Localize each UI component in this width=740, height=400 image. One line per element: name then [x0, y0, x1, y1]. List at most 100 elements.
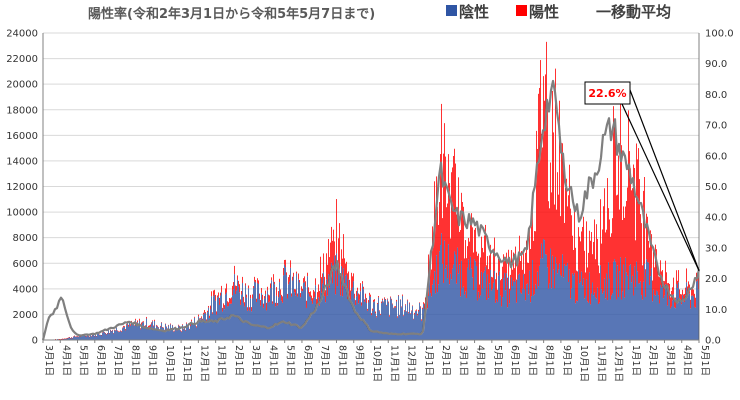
x-axis-tick-label: 1月1日 — [630, 345, 641, 376]
x-axis-tick-label: 12月1日 — [198, 345, 209, 382]
negative-bar — [552, 255, 553, 340]
positive-bar — [432, 226, 433, 285]
positive-bar — [457, 217, 458, 248]
positive-bar — [128, 324, 129, 327]
positive-bar — [588, 252, 589, 303]
positive-bar — [530, 248, 531, 303]
negative-bar — [525, 300, 526, 340]
positive-bar — [91, 336, 92, 337]
positive-bar — [106, 334, 107, 335]
negative-bar — [253, 287, 254, 340]
negative-bar — [624, 297, 625, 340]
negative-bar — [453, 264, 454, 340]
negative-bar — [574, 273, 575, 340]
positive-bar — [371, 313, 372, 316]
negative-bar — [486, 300, 487, 340]
x-axis-tick-label: 5月1日 — [285, 345, 296, 376]
negative-bar — [351, 291, 352, 340]
positive-bar — [446, 207, 447, 266]
negative-bar — [485, 266, 486, 340]
negative-bar — [535, 284, 536, 340]
positive-bar — [685, 287, 686, 296]
negative-bar — [176, 330, 177, 340]
negative-bar — [212, 313, 213, 340]
positive-bar — [99, 334, 100, 336]
positive-bar — [225, 288, 226, 295]
negative-bar — [595, 297, 596, 340]
negative-bar — [270, 288, 271, 340]
negative-bar — [529, 270, 530, 340]
negative-bar — [149, 327, 150, 340]
negative-bar — [121, 331, 122, 340]
negative-bar — [611, 295, 612, 340]
negative-bar — [425, 315, 426, 340]
positive-bar — [85, 335, 86, 337]
positive-bar — [470, 222, 471, 257]
left-axis-tick-label: 24000 — [6, 29, 38, 40]
negative-bar — [290, 267, 291, 340]
positive-bar — [126, 324, 127, 326]
negative-bar — [501, 306, 502, 340]
positive-bar — [464, 258, 465, 295]
x-axis-tick-label: 6月1日 — [95, 345, 106, 376]
left-axis-tick-label: 6000 — [13, 259, 38, 270]
negative-bar — [433, 279, 434, 340]
positive-bar — [251, 307, 252, 312]
negative-bar — [172, 325, 173, 340]
positive-bar — [392, 303, 393, 305]
negative-bar — [166, 326, 167, 340]
positive-bar — [249, 307, 250, 311]
negative-bar — [239, 292, 240, 340]
negative-bar — [75, 336, 76, 340]
negative-bar — [672, 300, 673, 340]
negative-bar — [300, 297, 301, 340]
negative-bar — [549, 283, 550, 340]
positive-bar — [285, 259, 286, 268]
positive-bar — [232, 285, 233, 296]
positive-bar — [599, 273, 600, 303]
negative-bar — [221, 292, 222, 340]
positive-bar — [557, 172, 558, 274]
positive-bar — [582, 226, 583, 286]
negative-bar — [107, 333, 108, 340]
positive-bar — [414, 312, 415, 315]
negative-bar — [456, 283, 457, 340]
chart-title: 陽性率(令和2年3月1日から令和5年5月7日まで) — [88, 6, 375, 22]
negative-bar — [131, 322, 132, 340]
positive-bar — [279, 278, 280, 283]
positive-bar — [63, 338, 64, 340]
negative-bar — [201, 317, 202, 340]
positive-bar — [589, 230, 590, 273]
positive-bar — [563, 159, 564, 278]
positive-bar — [447, 203, 448, 279]
positive-bar — [480, 257, 481, 296]
negative-bar — [499, 271, 500, 340]
legend-swatch-negative — [446, 5, 457, 16]
negative-bar — [335, 294, 336, 340]
negative-bar — [108, 329, 109, 340]
negative-bar — [388, 302, 389, 340]
right-axis-tick-label: 90.0 — [705, 59, 727, 70]
positive-bar — [185, 329, 186, 331]
negative-bar — [315, 285, 316, 340]
positive-bar — [468, 237, 469, 260]
negative-bar — [682, 295, 683, 340]
negative-bar — [150, 326, 151, 340]
right-axis-tick-label: 10.0 — [705, 305, 727, 316]
positive-bar — [469, 241, 470, 270]
negative-bar — [666, 284, 667, 340]
negative-bar — [662, 282, 663, 340]
positive-bar — [322, 273, 323, 284]
positive-bar — [660, 260, 661, 285]
positive-bar — [667, 283, 668, 306]
negative-bar — [255, 282, 256, 340]
left-axis-tick-label: 20000 — [6, 80, 38, 91]
positive-bar — [532, 198, 533, 261]
positive-bar — [196, 326, 197, 328]
negative-bar — [593, 295, 594, 340]
positive-bar — [278, 291, 279, 298]
positive-bar — [201, 316, 202, 318]
positive-bar — [170, 323, 171, 325]
positive-bar — [315, 278, 316, 286]
